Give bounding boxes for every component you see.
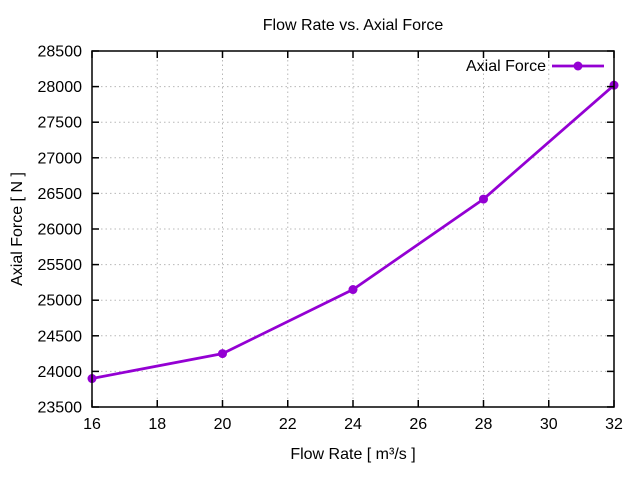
legend-sample-marker (573, 61, 583, 71)
x-tick-label: 24 (344, 416, 362, 433)
chart-title: Flow Rate vs. Axial Force (263, 17, 444, 34)
data-point (348, 285, 358, 295)
y-tick-label: 26000 (38, 222, 83, 239)
x-tick-label: 22 (279, 416, 297, 433)
legend-line-sample (552, 61, 604, 71)
x-tick-label: 16 (83, 416, 101, 433)
legend: Axial Force (466, 58, 604, 75)
x-tick-label: 30 (540, 416, 558, 433)
series-layer (87, 80, 619, 384)
y-tick-label: 24000 (38, 364, 83, 381)
y-tick-label: 26500 (38, 186, 83, 203)
legend-label: Axial Force (466, 58, 546, 75)
y-tick-label: 24500 (38, 328, 83, 345)
x-tick-label: 18 (148, 416, 166, 433)
y-tick-label: 25500 (38, 257, 83, 274)
x-axis-label: Flow Rate [ m³/s ] (290, 446, 415, 463)
y-tick-label: 27000 (38, 150, 83, 167)
data-point (479, 194, 488, 204)
x-tick-label: 28 (475, 416, 493, 433)
x-tick-label: 26 (409, 416, 427, 433)
y-tick-label: 28500 (38, 44, 83, 61)
x-tick-label: 20 (214, 416, 232, 433)
y-tick-label: 27500 (38, 115, 83, 132)
grid-lines (92, 51, 614, 407)
x-tick-label: 32 (605, 416, 623, 433)
y-tick-label: 23500 (38, 400, 83, 417)
axis-ticks (91, 50, 615, 408)
tick-labels: 16 18 20 22 24 26 28 30 32 23500 24000 24500 25000 25… (38, 44, 624, 434)
data-point (218, 349, 227, 359)
y-axis-label: Axial Force [ N ] (9, 172, 26, 286)
y-tick-label: 25000 (38, 293, 83, 310)
y-tick-label: 28000 (38, 79, 83, 96)
